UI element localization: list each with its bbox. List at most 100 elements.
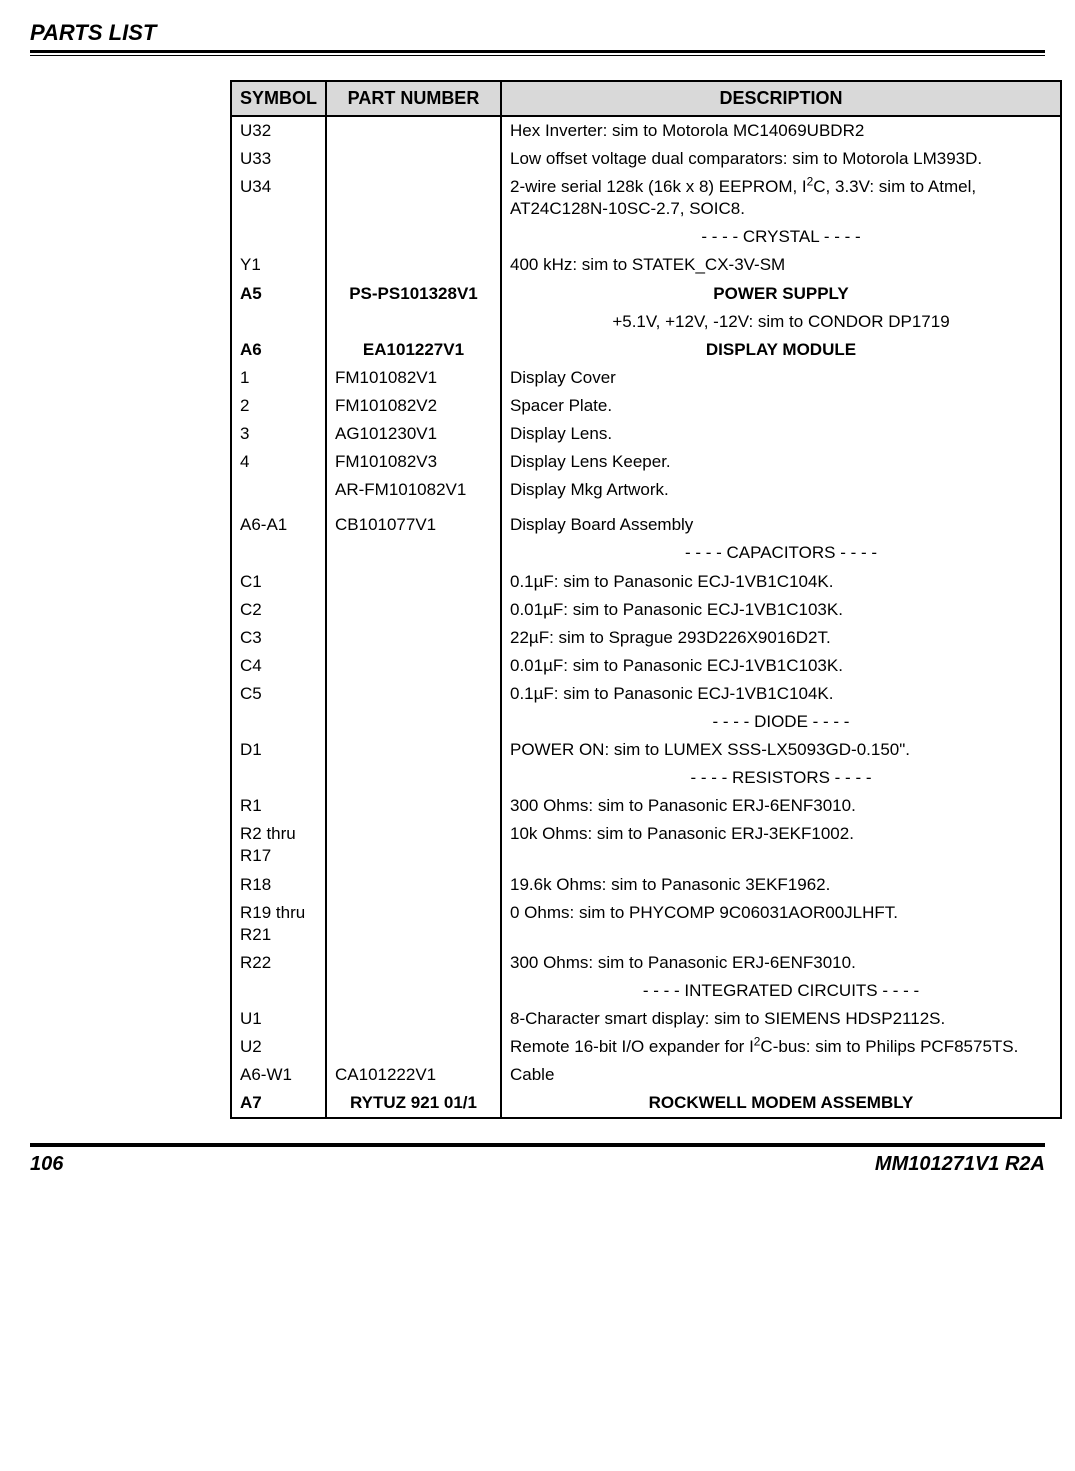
cell-part-number: FM101082V2	[326, 392, 501, 420]
cell-symbol: Y1	[231, 251, 326, 279]
cell-part-number: FM101082V3	[326, 448, 501, 476]
table-row: 3AG101230V1Display Lens.	[231, 420, 1061, 448]
cell-description: 22µF: sim to Sprague 293D226X9016D2T.	[501, 624, 1061, 652]
cell-description: 19.6k Ohms: sim to Panasonic 3EKF1962.	[501, 871, 1061, 899]
cell-symbol	[231, 977, 326, 1005]
cell-description: Display Lens.	[501, 420, 1061, 448]
cell-symbol: A7	[231, 1089, 326, 1118]
cell-symbol: A6-W1	[231, 1061, 326, 1089]
cell-description: Hex Inverter: sim to Motorola MC14069UBD…	[501, 116, 1061, 145]
cell-description: 2-wire serial 128k (16k x 8) EEPROM, I2C…	[501, 173, 1061, 223]
cell-symbol: U1	[231, 1005, 326, 1033]
footer-rule-bold	[30, 1144, 1045, 1147]
page-header: PARTS LIST	[30, 20, 1045, 56]
parts-table-wrap: SYMBOL PART NUMBER DESCRIPTION U32Hex In…	[230, 80, 1045, 1119]
cell-part-number	[326, 308, 501, 336]
cell-part-number	[326, 899, 501, 949]
cell-description: POWER ON: sim to LUMEX SSS-LX5093GD-0.15…	[501, 736, 1061, 764]
cell-part-number	[326, 223, 501, 251]
cell-part-number	[326, 116, 501, 145]
cell-part-number	[326, 736, 501, 764]
cell-symbol: C1	[231, 568, 326, 596]
table-row: A5PS-PS101328V1POWER SUPPLY	[231, 280, 1061, 308]
table-row: A7RYTUZ 921 01/1ROCKWELL MODEM ASSEMBLY	[231, 1089, 1061, 1118]
table-row: - - - - DIODE - - - -	[231, 708, 1061, 736]
cell-part-number	[326, 568, 501, 596]
table-row: AR-FM101082V1Display Mkg Artwork.	[231, 476, 1061, 504]
header-rule-bold	[30, 50, 1045, 53]
table-row: R19 thru R210 Ohms: sim to PHYCOMP 9C060…	[231, 899, 1061, 949]
table-row: A6-A1CB101077V1Display Board Assembly	[231, 504, 1061, 539]
cell-symbol: U32	[231, 116, 326, 145]
cell-symbol: R18	[231, 871, 326, 899]
cell-symbol: R1	[231, 792, 326, 820]
cell-symbol	[231, 708, 326, 736]
cell-description: POWER SUPPLY	[501, 280, 1061, 308]
cell-symbol: 2	[231, 392, 326, 420]
page-footer-rules	[30, 1143, 1045, 1147]
cell-symbol: U2	[231, 1033, 326, 1061]
cell-symbol	[231, 764, 326, 792]
cell-part-number	[326, 764, 501, 792]
table-row: C50.1µF: sim to Panasonic ECJ-1VB1C104K.	[231, 680, 1061, 708]
cell-description: 300 Ohms: sim to Panasonic ERJ-6ENF3010.	[501, 949, 1061, 977]
table-row: D1 POWER ON: sim to LUMEX SSS-LX5093GD-0.…	[231, 736, 1061, 764]
cell-symbol	[231, 476, 326, 504]
table-row: U342-wire serial 128k (16k x 8) EEPROM, …	[231, 173, 1061, 223]
cell-description: ROCKWELL MODEM ASSEMBLY	[501, 1089, 1061, 1118]
table-row: U33Low offset voltage dual comparators: …	[231, 145, 1061, 173]
cell-description: Display Mkg Artwork.	[501, 476, 1061, 504]
table-row: C3 22µF: sim to Sprague 293D226X9016D2T.	[231, 624, 1061, 652]
cell-part-number: AG101230V1	[326, 420, 501, 448]
cell-symbol	[231, 308, 326, 336]
cell-description: Spacer Plate.	[501, 392, 1061, 420]
footer-page-number: 106	[30, 1153, 63, 1176]
cell-part-number	[326, 1005, 501, 1033]
table-row: A6-W1CA101222V1Cable	[231, 1061, 1061, 1089]
cell-symbol: C3	[231, 624, 326, 652]
cell-part-number	[326, 792, 501, 820]
table-row: Y1400 kHz: sim to STATEK_CX-3V-SM	[231, 251, 1061, 279]
cell-description: - - - - INTEGRATED CIRCUITS - - - -	[501, 977, 1061, 1005]
cell-part-number	[326, 539, 501, 567]
cell-symbol: R22	[231, 949, 326, 977]
cell-symbol: D1	[231, 736, 326, 764]
footer-doc-id: MM101271V1 R2A	[875, 1153, 1045, 1176]
cell-description: Remote 16-bit I/O expander for I2C-bus: …	[501, 1033, 1061, 1061]
table-row: 4FM101082V3Display Lens Keeper.	[231, 448, 1061, 476]
cell-description: Display Cover	[501, 364, 1061, 392]
cell-part-number	[326, 596, 501, 624]
cell-description: 0.01µF: sim to Panasonic ECJ-1VB1C103K.	[501, 652, 1061, 680]
table-row: C40.01µF: sim to Panasonic ECJ-1VB1C103K…	[231, 652, 1061, 680]
cell-symbol: 4	[231, 448, 326, 476]
cell-part-number: CA101222V1	[326, 1061, 501, 1089]
cell-description: 0 Ohms: sim to PHYCOMP 9C06031AOR00JLHFT…	[501, 899, 1061, 949]
cell-description: Cable	[501, 1061, 1061, 1089]
table-row: R1 300 Ohms: sim to Panasonic ERJ-6ENF301…	[231, 792, 1061, 820]
page-title: PARTS LIST	[30, 20, 1045, 46]
cell-symbol: A6-A1	[231, 504, 326, 539]
cell-description: 8-Character smart display: sim to SIEMEN…	[501, 1005, 1061, 1033]
table-row: A6EA101227V1DISPLAY MODULE	[231, 336, 1061, 364]
cell-part-number: CB101077V1	[326, 504, 501, 539]
cell-part-number: AR-FM101082V1	[326, 476, 501, 504]
table-row: U2 Remote 16-bit I/O expander for I2C-bus…	[231, 1033, 1061, 1061]
table-row: - - - - CAPACITORS - - - -	[231, 539, 1061, 567]
cell-description: 300 Ohms: sim to Panasonic ERJ-6ENF3010.	[501, 792, 1061, 820]
col-description: DESCRIPTION	[501, 81, 1061, 116]
cell-description: - - - - CRYSTAL - - - -	[501, 223, 1061, 251]
cell-description: +5.1V, +12V, -12V: sim to CONDOR DP1719	[501, 308, 1061, 336]
table-row: - - - - INTEGRATED CIRCUITS - - - -	[231, 977, 1061, 1005]
cell-description: - - - - RESISTORS - - - -	[501, 764, 1061, 792]
cell-part-number	[326, 708, 501, 736]
cell-symbol	[231, 539, 326, 567]
cell-part-number	[326, 1033, 501, 1061]
table-row: - - - - CRYSTAL - - - -	[231, 223, 1061, 251]
cell-symbol: A5	[231, 280, 326, 308]
table-row: U1 8-Character smart display: sim to SIEM…	[231, 1005, 1061, 1033]
table-header-row: SYMBOL PART NUMBER DESCRIPTION	[231, 81, 1061, 116]
cell-description: - - - - CAPACITORS - - - -	[501, 539, 1061, 567]
table-row: - - - - RESISTORS - - - -	[231, 764, 1061, 792]
col-symbol: SYMBOL	[231, 81, 326, 116]
cell-part-number: PS-PS101328V1	[326, 280, 501, 308]
